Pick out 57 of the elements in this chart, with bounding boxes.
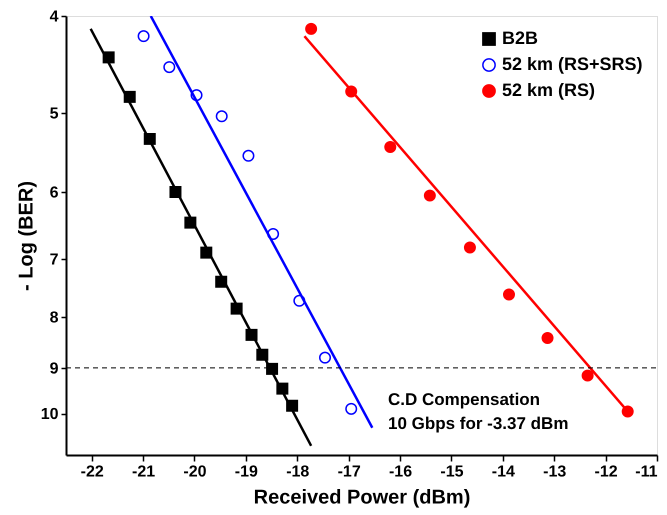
x-tick-label: -13 [543, 464, 566, 480]
x-tick-label: -22 [80, 464, 104, 480]
point [266, 362, 278, 375]
legend-label: 52 km (RS+SRS) [502, 54, 643, 74]
point [102, 51, 115, 64]
x-axis-title: Received Power (dBm) [254, 486, 470, 508]
x-tick-label: -21 [132, 464, 156, 480]
point [267, 228, 280, 240]
point [246, 328, 258, 341]
point [286, 400, 298, 412]
x-tick-label: -20 [183, 464, 207, 480]
x-tick-label: -15 [440, 464, 464, 480]
y-tick-label: 7 [50, 251, 59, 268]
point [464, 242, 476, 254]
y-tick-label: 4 [50, 8, 59, 26]
point [163, 61, 176, 74]
y-axis-title: - Log (BER) [16, 181, 38, 291]
point [305, 22, 318, 35]
y-tick-label: 8 [50, 309, 59, 326]
legend-label: B2B [502, 28, 538, 48]
y-tick-label: 6 [50, 184, 59, 202]
point [242, 150, 254, 162]
point [256, 348, 268, 361]
legend-label: 52 km (RS) [502, 80, 596, 100]
point [582, 370, 594, 382]
point [215, 276, 228, 288]
point [216, 110, 228, 122]
point [319, 352, 332, 364]
point [144, 132, 156, 145]
point [345, 402, 358, 415]
point [230, 302, 243, 315]
point [200, 246, 212, 259]
x-tick-label: -16 [388, 464, 412, 480]
point [293, 294, 306, 307]
point [138, 30, 150, 42]
x-tick-label: -17 [338, 464, 361, 480]
y-tick-label: 5 [50, 105, 59, 122]
point [184, 216, 196, 229]
x-tick-label: -12 [594, 464, 618, 480]
point [345, 86, 358, 98]
y-tick-label: 10 [40, 406, 59, 424]
point [622, 405, 634, 418]
point [190, 89, 203, 102]
annotation: 10 Gbps for -3.37 dBm [388, 414, 568, 433]
point [542, 332, 554, 344]
point [169, 186, 182, 198]
annotation: C.D Compensation [388, 390, 540, 409]
x-tick-label: -18 [286, 464, 310, 480]
point [124, 90, 136, 103]
x-tick-label: -11 [635, 464, 658, 480]
y-tick-label: 9 [50, 360, 59, 378]
x-tick-label: -14 [492, 464, 515, 480]
point [276, 382, 288, 395]
point [503, 288, 515, 301]
x-tick-label: -19 [234, 464, 258, 480]
point [384, 141, 396, 154]
point [424, 190, 436, 202]
